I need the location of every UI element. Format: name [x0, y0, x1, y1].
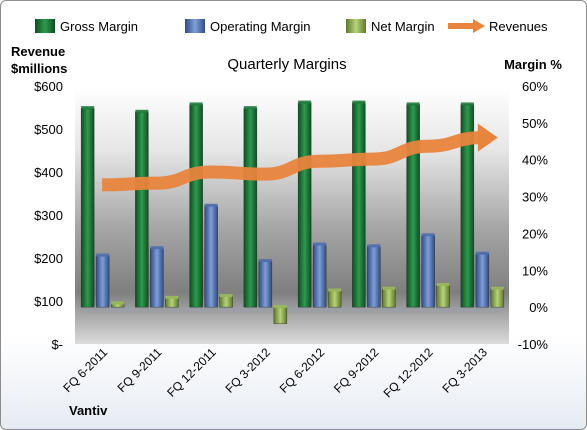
legend-swatch-operating-margin — [185, 19, 205, 33]
operating-margin-bar-cap — [313, 242, 327, 246]
net-margin-bar-cap — [436, 283, 450, 287]
legend-label-operating-margin: Operating Margin — [210, 19, 310, 34]
gross-margin-bar-cap — [81, 106, 95, 110]
net-margin-bar-cap — [382, 286, 396, 290]
category-label: FQ 3-2013 — [440, 345, 491, 396]
gross-margin-bar-cap — [135, 109, 149, 113]
legend-item-revenues: Revenues — [448, 19, 548, 34]
net-margin-bar-cap — [490, 286, 504, 290]
gross-margin-bar — [352, 102, 366, 308]
left-tick-label: $- — [51, 337, 63, 352]
category-label: FQ 12-2012 — [381, 345, 436, 400]
operating-margin-bar-cap — [421, 233, 435, 237]
operating-margin-bar — [258, 260, 273, 308]
net-margin-bar-cap — [273, 305, 287, 309]
operating-margin-bar-cap — [258, 259, 272, 263]
net-margin-bar-cap — [328, 288, 342, 292]
category-label: FQ 6-2011 — [60, 345, 110, 395]
operating-margin-bar — [95, 255, 110, 308]
net-margin-bar — [436, 284, 450, 308]
operating-margin-bar-cap — [367, 244, 381, 248]
net-margin-bar-cap — [111, 301, 125, 305]
legend-item-gross-margin: Gross Margin — [35, 19, 138, 34]
operating-margin-bar — [421, 235, 435, 308]
gross-margin-bar-cap — [460, 102, 474, 106]
net-margin-bar — [219, 295, 233, 308]
net-margin-bar — [273, 306, 288, 324]
net-margin-bar — [165, 297, 179, 308]
revenue-arrowhead — [477, 123, 498, 152]
legend-label-revenues: Revenues — [489, 19, 548, 34]
right-axis-title: Margin % — [504, 57, 562, 72]
category-labels: FQ 6-2011 FQ 9-2011 FQ 12-2011 FQ 3-2012 FQ … — [60, 345, 490, 400]
operating-margin-bar — [367, 246, 381, 308]
chart-title: Quarterly Margins — [227, 56, 346, 73]
category-label: FQ 9-2011 — [115, 345, 165, 395]
right-tick-label: 50% — [522, 116, 548, 131]
gross-margin-bar — [243, 107, 258, 308]
gross-margin-bar — [189, 104, 203, 308]
left-tick-label: $500 — [34, 122, 63, 137]
right-tick-label: 30% — [522, 190, 548, 205]
gross-margin-bar-cap — [352, 100, 366, 104]
operating-margin-bar-cap — [150, 246, 164, 250]
operating-margin-bar — [312, 244, 327, 308]
vantiv-label: Vantiv — [69, 403, 108, 418]
right-tick-label: 10% — [522, 263, 548, 278]
left-tick-label: $300 — [34, 208, 63, 223]
operating-margin-bar-cap — [475, 251, 489, 255]
category-label: FQ 12-2011 — [164, 345, 219, 400]
gross-margin-bar — [80, 107, 95, 308]
left-tick-label: $400 — [34, 165, 63, 180]
net-margin-bar — [327, 290, 342, 308]
plot-floor — [75, 307, 509, 313]
gross-margin-bar — [406, 104, 420, 308]
operating-margin-bar — [204, 205, 218, 308]
legend-item-operating-margin: Operating Margin — [185, 19, 310, 34]
gross-margin-bar — [297, 102, 312, 308]
revenue-series — [102, 123, 498, 192]
left-axis-title: Revenue $millions — [11, 44, 67, 76]
legend-swatch-gross-margin — [35, 19, 55, 33]
gross-margin-bar-cap — [189, 102, 203, 106]
legend-item-net-margin: Net Margin — [346, 19, 435, 34]
operating-margin-bar-cap — [96, 253, 110, 257]
net-margin-bar — [382, 288, 396, 308]
legend-label-net-margin: Net Margin — [371, 19, 435, 34]
right-tick-label: 40% — [522, 153, 548, 168]
gross-margin-bar-cap — [298, 100, 312, 104]
left-axis-ticks: $- $100 $200 $300 $400 $500 $600 — [34, 79, 63, 352]
category-label: FQ 6-2012 — [277, 345, 328, 396]
revenue-line — [102, 131, 483, 192]
right-tick-label: 0% — [529, 300, 548, 315]
left-tick-label: $600 — [34, 79, 63, 94]
net-margin-bar-cap — [165, 295, 179, 299]
left-tick-label: $200 — [34, 251, 63, 266]
right-tick-label: 60% — [522, 79, 548, 94]
net-margin-bar — [490, 288, 505, 308]
gross-margin-bar — [135, 111, 149, 308]
gross-margin-bar-cap — [406, 102, 420, 106]
operating-margin-bar — [475, 253, 490, 308]
legend-label-gross-margin: Gross Margin — [60, 19, 138, 34]
category-label: FQ 9-2012 — [331, 345, 382, 396]
category-label: FQ 3-2012 — [223, 345, 274, 396]
legend-arrow-revenues — [473, 19, 485, 33]
net-margin-bar-cap — [219, 294, 233, 298]
operating-margin-bar-cap — [204, 203, 218, 207]
operating-margin-bar — [150, 247, 164, 308]
legend-swatch-net-margin — [346, 19, 366, 33]
legend: Gross Margin Operating Margin Net Margin… — [35, 19, 548, 34]
right-tick-label: -10% — [518, 337, 549, 352]
right-tick-label: 20% — [522, 226, 548, 241]
gross-margin-bar-cap — [243, 106, 257, 110]
left-tick-label: $100 — [34, 294, 63, 309]
right-axis-ticks: -10% 0% 10% 20% 30% 40% 50% 60% — [518, 79, 549, 352]
